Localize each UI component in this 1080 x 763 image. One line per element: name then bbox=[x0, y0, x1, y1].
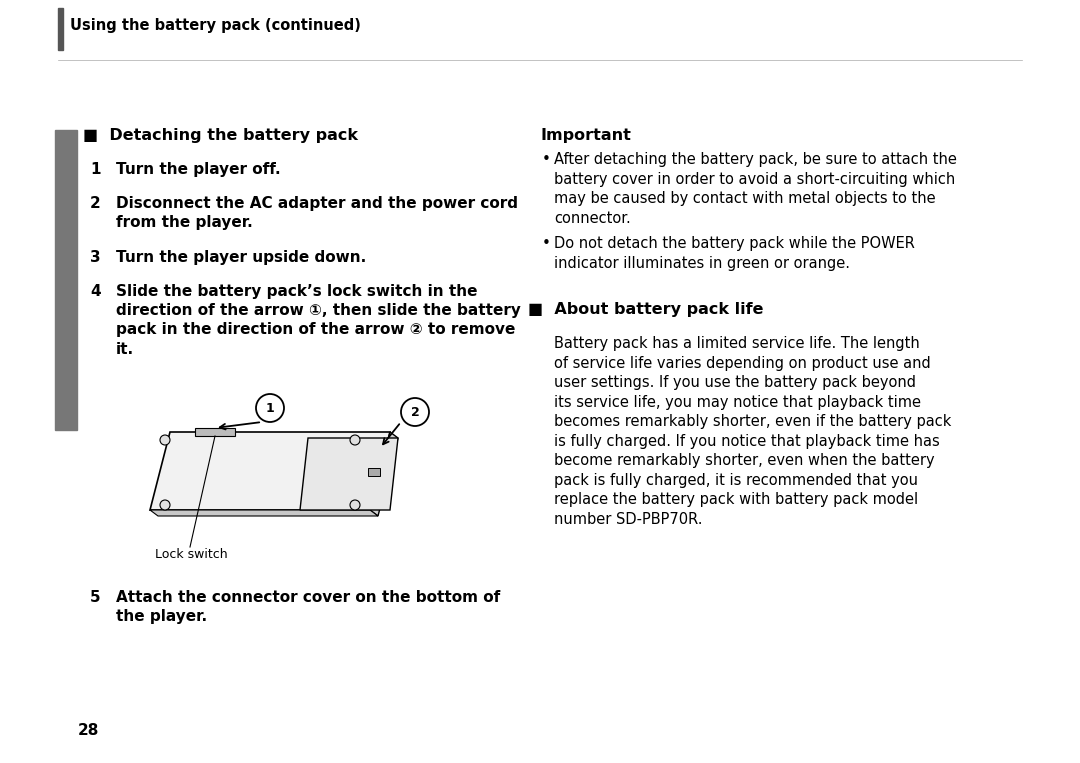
Text: Slide the battery pack’s lock switch in the
direction of the arrow ①, then slide: Slide the battery pack’s lock switch in … bbox=[116, 284, 521, 356]
Polygon shape bbox=[150, 510, 378, 516]
Text: 2: 2 bbox=[410, 405, 419, 418]
Text: Attach the connector cover on the bottom of
the player.: Attach the connector cover on the bottom… bbox=[116, 590, 500, 624]
Text: •: • bbox=[542, 236, 551, 251]
Text: 3: 3 bbox=[90, 250, 100, 265]
Text: Battery pack has a limited service life. The length
of service life varies depen: Battery pack has a limited service life.… bbox=[554, 336, 951, 527]
Circle shape bbox=[350, 435, 360, 445]
Text: Preparations: Preparations bbox=[59, 243, 72, 317]
Text: Disconnect the AC adapter and the power cord
from the player.: Disconnect the AC adapter and the power … bbox=[116, 196, 518, 230]
Text: Lock switch: Lock switch bbox=[156, 548, 228, 561]
Text: 2: 2 bbox=[90, 196, 100, 211]
Text: Important: Important bbox=[540, 128, 631, 143]
Text: Turn the player upside down.: Turn the player upside down. bbox=[116, 250, 366, 265]
Circle shape bbox=[160, 435, 170, 445]
Text: 28: 28 bbox=[78, 723, 99, 738]
Circle shape bbox=[256, 394, 284, 422]
Text: ■  Detaching the battery pack: ■ Detaching the battery pack bbox=[83, 128, 357, 143]
Bar bbox=[55, 130, 77, 430]
Polygon shape bbox=[150, 432, 390, 510]
Text: 1: 1 bbox=[266, 401, 274, 414]
Bar bbox=[368, 468, 380, 476]
Text: Using the battery pack (continued): Using the battery pack (continued) bbox=[70, 18, 361, 33]
Bar bbox=[58, 8, 63, 50]
Text: 1: 1 bbox=[90, 162, 100, 177]
Bar bbox=[195, 428, 235, 436]
Text: •: • bbox=[542, 152, 551, 167]
Polygon shape bbox=[370, 432, 399, 516]
Text: Turn the player off.: Turn the player off. bbox=[116, 162, 281, 177]
Text: Do not detach the battery pack while the POWER
indicator illuminates in green or: Do not detach the battery pack while the… bbox=[554, 236, 915, 271]
Text: 4: 4 bbox=[90, 284, 100, 299]
Text: 5: 5 bbox=[90, 590, 100, 605]
Text: ■  About battery pack life: ■ About battery pack life bbox=[528, 302, 764, 317]
Text: After detaching the battery pack, be sure to attach the
battery cover in order t: After detaching the battery pack, be sur… bbox=[554, 152, 957, 226]
Polygon shape bbox=[300, 438, 399, 510]
Circle shape bbox=[160, 500, 170, 510]
Circle shape bbox=[350, 500, 360, 510]
Circle shape bbox=[401, 398, 429, 426]
